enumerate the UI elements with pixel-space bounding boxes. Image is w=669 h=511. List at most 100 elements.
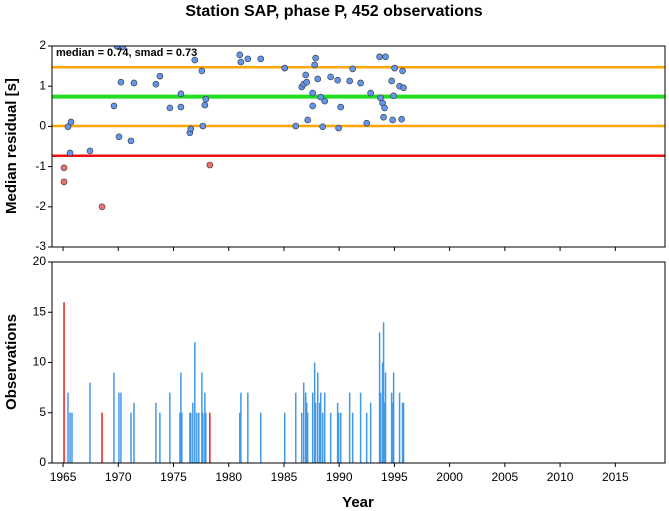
point [319,123,327,131]
point [334,76,341,84]
bar [283,412,286,463]
bar [359,392,362,463]
x-tick-label: 2015 [602,470,629,484]
plot-frame [51,261,666,464]
bar [313,362,316,463]
bar [69,412,71,463]
point [311,61,318,69]
annotation: median = 0.74, smad = 0.73 [56,47,197,59]
y-tick-label: -1 [35,159,46,173]
bar [179,412,181,463]
y-tick-label: 2 [39,38,46,52]
point [337,103,345,111]
point [281,64,289,72]
x-axis-label: Year [342,494,374,511]
x-tick-label: 2005 [491,470,518,484]
y-tick-label: 1 [39,78,46,92]
x-tick-label: 1965 [50,470,77,484]
bar [205,412,207,463]
bar [209,412,211,463]
bar [239,412,241,463]
bar [302,382,305,463]
point [98,203,106,211]
point [127,137,135,145]
bar [391,402,394,463]
bar [369,402,372,463]
bar [204,392,206,463]
bar [337,412,340,463]
point [237,58,245,66]
bar [120,392,122,463]
point [314,75,322,83]
y-tick-label: 0 [39,119,46,133]
point [303,78,310,86]
x-tick-label: 2000 [436,470,463,484]
bar [319,392,322,463]
bar [304,392,307,463]
bar [260,412,262,463]
bar [295,392,297,463]
point [67,118,75,126]
point [335,124,342,132]
point [113,46,121,50]
bar [311,392,314,463]
point [236,51,244,59]
bar [130,412,132,463]
point [382,53,389,61]
x-tick-label: 1970 [105,470,132,484]
point [206,161,214,169]
bar [89,382,91,463]
bar [118,392,120,463]
bar [133,402,135,463]
point [244,55,252,63]
bar [155,402,157,463]
x-tick-label: 1995 [381,470,408,484]
point [177,103,185,111]
y-axis-label: Observations [3,314,20,410]
bar [305,402,308,463]
bar [67,392,69,463]
point [327,73,334,81]
point [198,67,206,75]
point [187,125,195,133]
point [156,72,164,80]
bar [101,412,103,463]
point [177,90,185,98]
bar [113,372,115,463]
bar [384,372,387,463]
bar [63,302,65,463]
bar [189,412,191,463]
point [166,104,174,112]
point [309,102,316,110]
point [389,116,396,124]
bar [169,392,171,463]
point [317,93,325,101]
point [357,79,364,87]
bar [240,392,242,463]
bar [390,392,393,463]
point [367,89,374,97]
point [380,113,387,121]
point [321,97,329,105]
bar [316,372,319,463]
y-tick-label: 10 [33,355,47,369]
point [304,116,311,124]
point [391,64,398,72]
point [66,149,74,157]
bar [402,402,405,463]
point [399,67,406,75]
point [381,104,388,112]
bar [318,402,321,463]
point [199,122,207,130]
bar [348,392,351,463]
bar [382,322,385,463]
bar [398,392,401,463]
point [115,133,123,141]
bar [381,362,384,463]
y-tick-label: 15 [33,304,47,318]
y-tick-label: -2 [35,199,46,213]
bar [339,412,342,463]
point [346,77,353,85]
bar [365,412,368,463]
point [376,53,383,61]
